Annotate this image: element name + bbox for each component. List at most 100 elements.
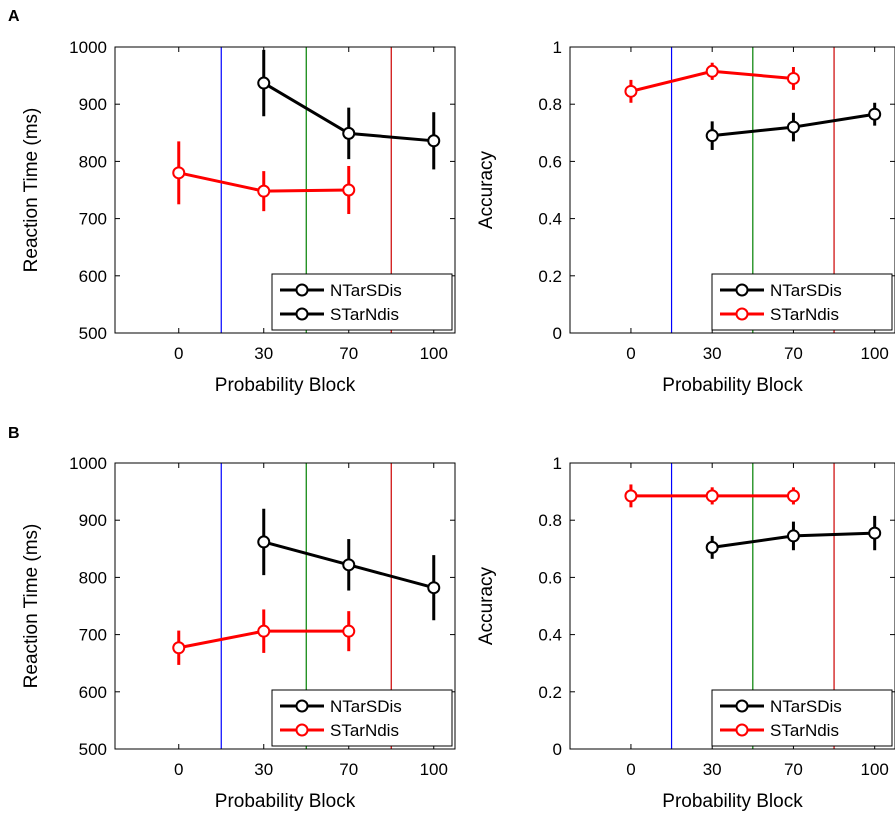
data-point bbox=[868, 107, 882, 121]
data-point bbox=[257, 184, 271, 198]
x-tick-label: 100 bbox=[420, 760, 448, 779]
y-tick-label: 0 bbox=[553, 324, 562, 343]
data-point bbox=[342, 624, 356, 638]
legend-box bbox=[711, 273, 893, 331]
data-point bbox=[624, 489, 638, 503]
y-axis-label: Accuracy bbox=[476, 150, 497, 229]
data-point bbox=[342, 126, 356, 140]
y-tick-label: 1000 bbox=[69, 454, 107, 473]
data-point bbox=[624, 84, 638, 98]
data-point bbox=[172, 641, 186, 655]
data-point bbox=[786, 120, 800, 134]
legend-label: NTarSDis bbox=[770, 281, 842, 300]
x-tick-label: 70 bbox=[339, 344, 358, 363]
x-tick-label: 30 bbox=[254, 760, 273, 779]
x-tick-label: 30 bbox=[703, 344, 722, 363]
y-tick-label: 800 bbox=[79, 568, 107, 587]
x-tick-label: 0 bbox=[626, 760, 635, 779]
data-point bbox=[172, 166, 186, 180]
y-tick-label: 500 bbox=[79, 740, 107, 759]
legend-box bbox=[271, 689, 453, 747]
y-tick-label: 0.2 bbox=[538, 683, 562, 702]
legend-label: NTarSDis bbox=[330, 281, 402, 300]
legend-marker bbox=[735, 723, 749, 737]
data-point bbox=[786, 489, 800, 503]
data-point bbox=[257, 624, 271, 638]
legend-label: STarNdis bbox=[770, 721, 839, 740]
data-point bbox=[786, 71, 800, 85]
panel-letter-b: B bbox=[8, 425, 20, 442]
legend-marker bbox=[295, 307, 309, 321]
data-point bbox=[786, 529, 800, 543]
y-tick-label: 0.2 bbox=[538, 267, 562, 286]
chart-4: 0 0.2 0.4 0.6 0.8 1 0 30 70 100 Probability Block A… bbox=[476, 454, 895, 812]
legend-marker bbox=[735, 699, 749, 713]
y-axis-label: Reaction Time (ms) bbox=[21, 108, 42, 273]
x-tick-label: 0 bbox=[626, 344, 635, 363]
plot-frame bbox=[569, 462, 895, 750]
plot-frame bbox=[114, 462, 456, 750]
legend-box bbox=[711, 689, 893, 747]
y-tick-label: 0.8 bbox=[538, 511, 562, 530]
y-tick-label: 0.4 bbox=[538, 626, 562, 645]
x-tick-label: 100 bbox=[861, 760, 889, 779]
y-tick-label: 600 bbox=[79, 267, 107, 286]
chart-2: 0 0.2 0.4 0.6 0.8 1 0 30 70 100 Probability Block A… bbox=[476, 38, 895, 396]
y-tick-label: 900 bbox=[79, 511, 107, 530]
data-point bbox=[705, 129, 719, 143]
x-tick-label: 100 bbox=[861, 344, 889, 363]
legend-label: STarNdis bbox=[770, 305, 839, 324]
y-axis-label: Reaction Time (ms) bbox=[21, 524, 42, 689]
data-point bbox=[342, 558, 356, 572]
plot-frame bbox=[114, 46, 456, 334]
legend-marker bbox=[295, 283, 309, 297]
data-point bbox=[427, 581, 441, 595]
legend-marker bbox=[735, 283, 749, 297]
data-point bbox=[705, 489, 719, 503]
y-tick-label: 0 bbox=[553, 740, 562, 759]
y-tick-label: 0.6 bbox=[538, 568, 562, 587]
legend-marker bbox=[295, 723, 309, 737]
y-axis-label: Accuracy bbox=[476, 566, 497, 645]
y-tick-label: 600 bbox=[79, 683, 107, 702]
y-tick-label: 500 bbox=[79, 324, 107, 343]
y-tick-label: 0.8 bbox=[538, 95, 562, 114]
legend-label: NTarSDis bbox=[330, 697, 402, 716]
x-tick-label: 30 bbox=[703, 760, 722, 779]
y-tick-label: 0.6 bbox=[538, 152, 562, 171]
data-point bbox=[868, 526, 882, 540]
data-point bbox=[257, 535, 271, 549]
x-tick-label: 30 bbox=[254, 344, 273, 363]
data-point bbox=[257, 76, 271, 90]
x-axis-label: Probability Block bbox=[215, 791, 356, 812]
x-axis-label: Probability Block bbox=[662, 791, 803, 812]
plot-frame bbox=[569, 46, 895, 334]
chart-3: 500 600 700 800 900 1000 0 30 70 100 Probability B… bbox=[21, 454, 456, 812]
legend-label: STarNdis bbox=[330, 721, 399, 740]
x-tick-label: 0 bbox=[174, 344, 183, 363]
y-tick-label: 1000 bbox=[69, 38, 107, 57]
chart-1: 500 600 700 800 900 1000 0 30 70 100 Probability B… bbox=[21, 38, 456, 396]
y-tick-label: 1 bbox=[553, 454, 562, 473]
y-tick-label: 800 bbox=[79, 152, 107, 171]
x-tick-label: 70 bbox=[339, 760, 358, 779]
data-point bbox=[705, 64, 719, 78]
legend-marker bbox=[295, 699, 309, 713]
x-tick-label: 70 bbox=[784, 760, 803, 779]
data-point bbox=[705, 540, 719, 554]
data-point bbox=[427, 134, 441, 148]
legend-label: STarNdis bbox=[330, 305, 399, 324]
y-tick-label: 1 bbox=[553, 38, 562, 57]
y-tick-label: 700 bbox=[79, 626, 107, 645]
legend-label: NTarSDis bbox=[770, 697, 842, 716]
panel-letter-a: A bbox=[8, 8, 20, 25]
y-tick-label: 700 bbox=[79, 210, 107, 229]
x-tick-label: 100 bbox=[420, 344, 448, 363]
x-axis-label: Probability Block bbox=[215, 375, 356, 396]
legend-box bbox=[271, 273, 453, 331]
x-axis-label: Probability Block bbox=[662, 375, 803, 396]
legend-marker bbox=[735, 307, 749, 321]
x-tick-label: 0 bbox=[174, 760, 183, 779]
x-tick-label: 70 bbox=[784, 344, 803, 363]
